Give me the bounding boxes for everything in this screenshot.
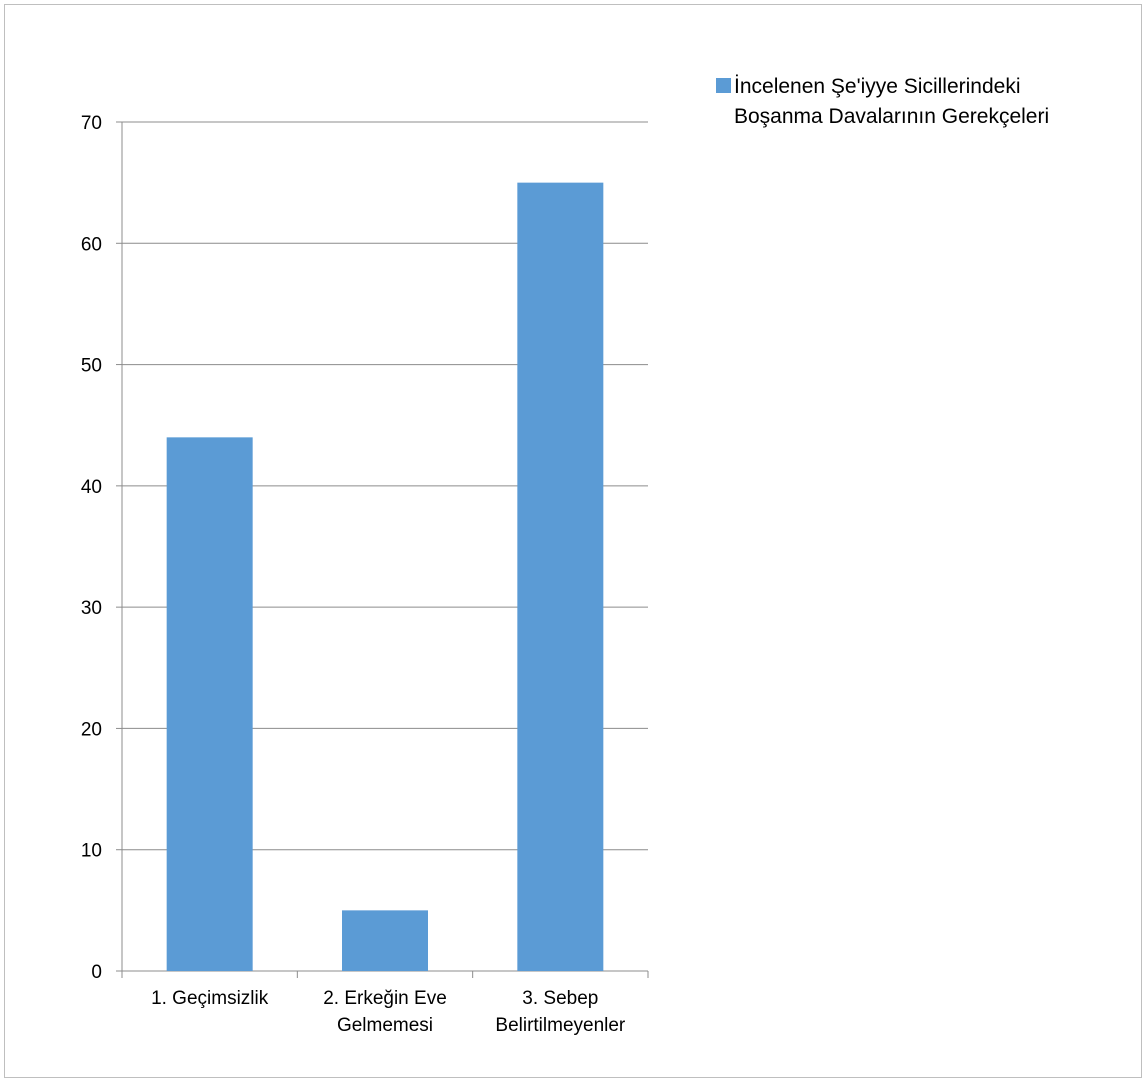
y-tick-label: 50 [81,356,102,377]
legend-swatch [716,78,731,93]
x-category-label: Belirtilmeyenler [495,1015,626,1036]
legend-label: Boşanma Davalarının Gerekçeleri [734,105,1049,128]
x-category-label: Gelmemesi [337,1015,433,1036]
legend-label: İncelenen Şe'iyye Sicillerindeki [734,75,1021,98]
y-tick-label: 0 [91,962,102,983]
y-tick-label: 10 [81,841,102,862]
y-tick-label: 40 [81,477,102,498]
y-tick-label: 30 [81,598,102,619]
bar-2 [342,910,428,971]
x-category-label: 1. Geçimsizlik [151,988,269,1009]
y-tick-label: 20 [81,719,102,740]
bar-1 [166,437,253,971]
x-category-label: 2. Erkeğin Eve [323,988,447,1009]
y-tick-label: 60 [81,234,102,255]
x-category-label: 3. Sebep [522,988,598,1009]
bar-3 [517,182,604,972]
y-tick-label: 70 [81,113,102,134]
